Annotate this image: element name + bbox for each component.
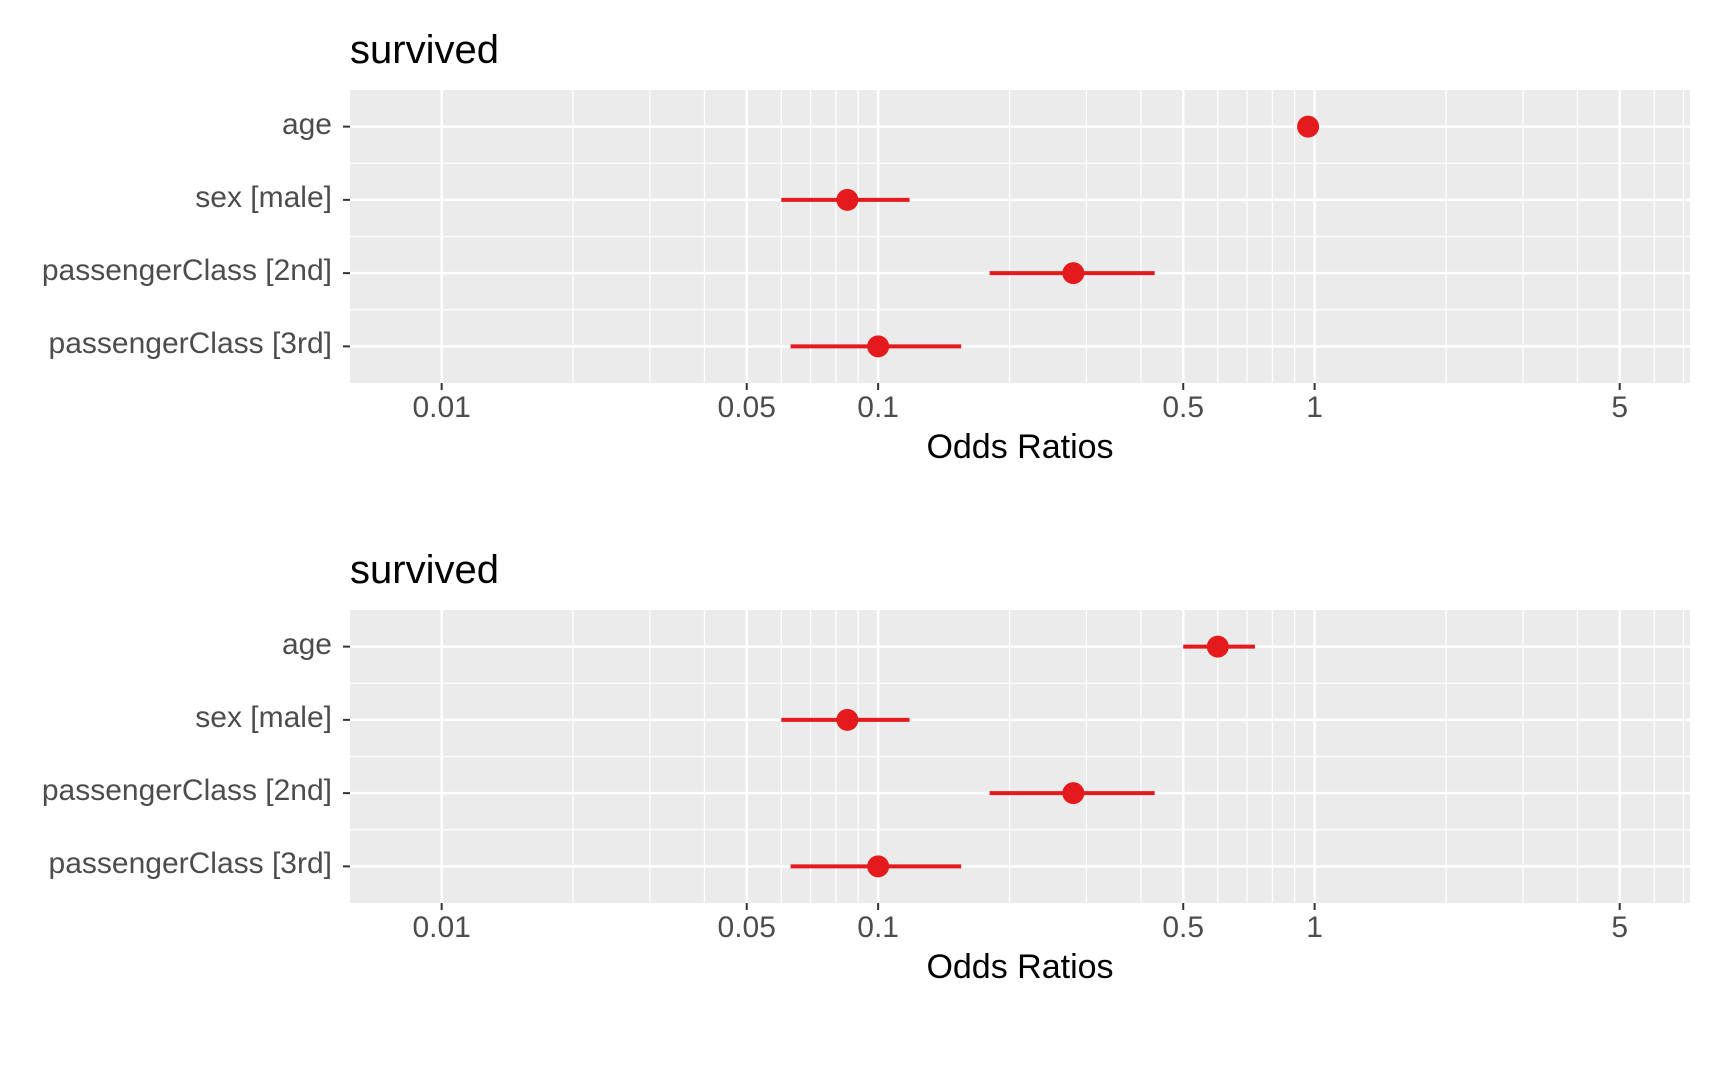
point-estimate xyxy=(1062,262,1084,284)
x-tick-label: 0.1 xyxy=(818,391,938,425)
y-tick-label: age xyxy=(0,108,332,142)
plot-area xyxy=(350,90,1690,383)
x-tick-label: 5 xyxy=(1560,391,1680,425)
panel-1: survived age sex [male] passengerClass [2nd… xyxy=(0,28,1728,498)
point-estimate xyxy=(867,855,889,877)
point-estimate xyxy=(836,189,858,211)
point-estimate xyxy=(867,335,889,357)
x-tick-label: 0.05 xyxy=(687,911,807,945)
x-tick-label: 0.5 xyxy=(1123,911,1243,945)
x-tick-label: 0.1 xyxy=(818,911,938,945)
x-tick-label: 1 xyxy=(1255,911,1375,945)
x-axis-title: Odds Ratios xyxy=(350,428,1690,467)
panel-title: survived xyxy=(350,548,499,593)
y-tick-label: passengerClass [3rd] xyxy=(0,847,332,881)
x-axis-title: Odds Ratios xyxy=(350,948,1690,987)
y-tick-label: sex [male] xyxy=(0,701,332,735)
y-tick-label: passengerClass [2nd] xyxy=(0,254,332,288)
forest-plot-figure: survived age sex [male] passengerClass [2nd… xyxy=(0,0,1728,1067)
point-estimate xyxy=(1207,636,1229,658)
y-tick-label: sex [male] xyxy=(0,181,332,215)
plot-area xyxy=(350,610,1690,903)
panel-2: survived age sex [male] passengerClass [2nd… xyxy=(0,548,1728,1018)
x-tick-label: 0.05 xyxy=(687,391,807,425)
x-tick-label: 0.01 xyxy=(382,911,502,945)
y-tick-label: age xyxy=(0,628,332,662)
y-tick-label: passengerClass [2nd] xyxy=(0,774,332,808)
point-estimate xyxy=(836,709,858,731)
x-tick-label: 5 xyxy=(1560,911,1680,945)
y-tick-label: passengerClass [3rd] xyxy=(0,327,332,361)
x-tick-label: 1 xyxy=(1255,391,1375,425)
x-tick-label: 0.5 xyxy=(1123,391,1243,425)
point-estimate xyxy=(1297,116,1319,138)
x-tick-label: 0.01 xyxy=(382,391,502,425)
point-estimate xyxy=(1062,782,1084,804)
panel-title: survived xyxy=(350,28,499,73)
